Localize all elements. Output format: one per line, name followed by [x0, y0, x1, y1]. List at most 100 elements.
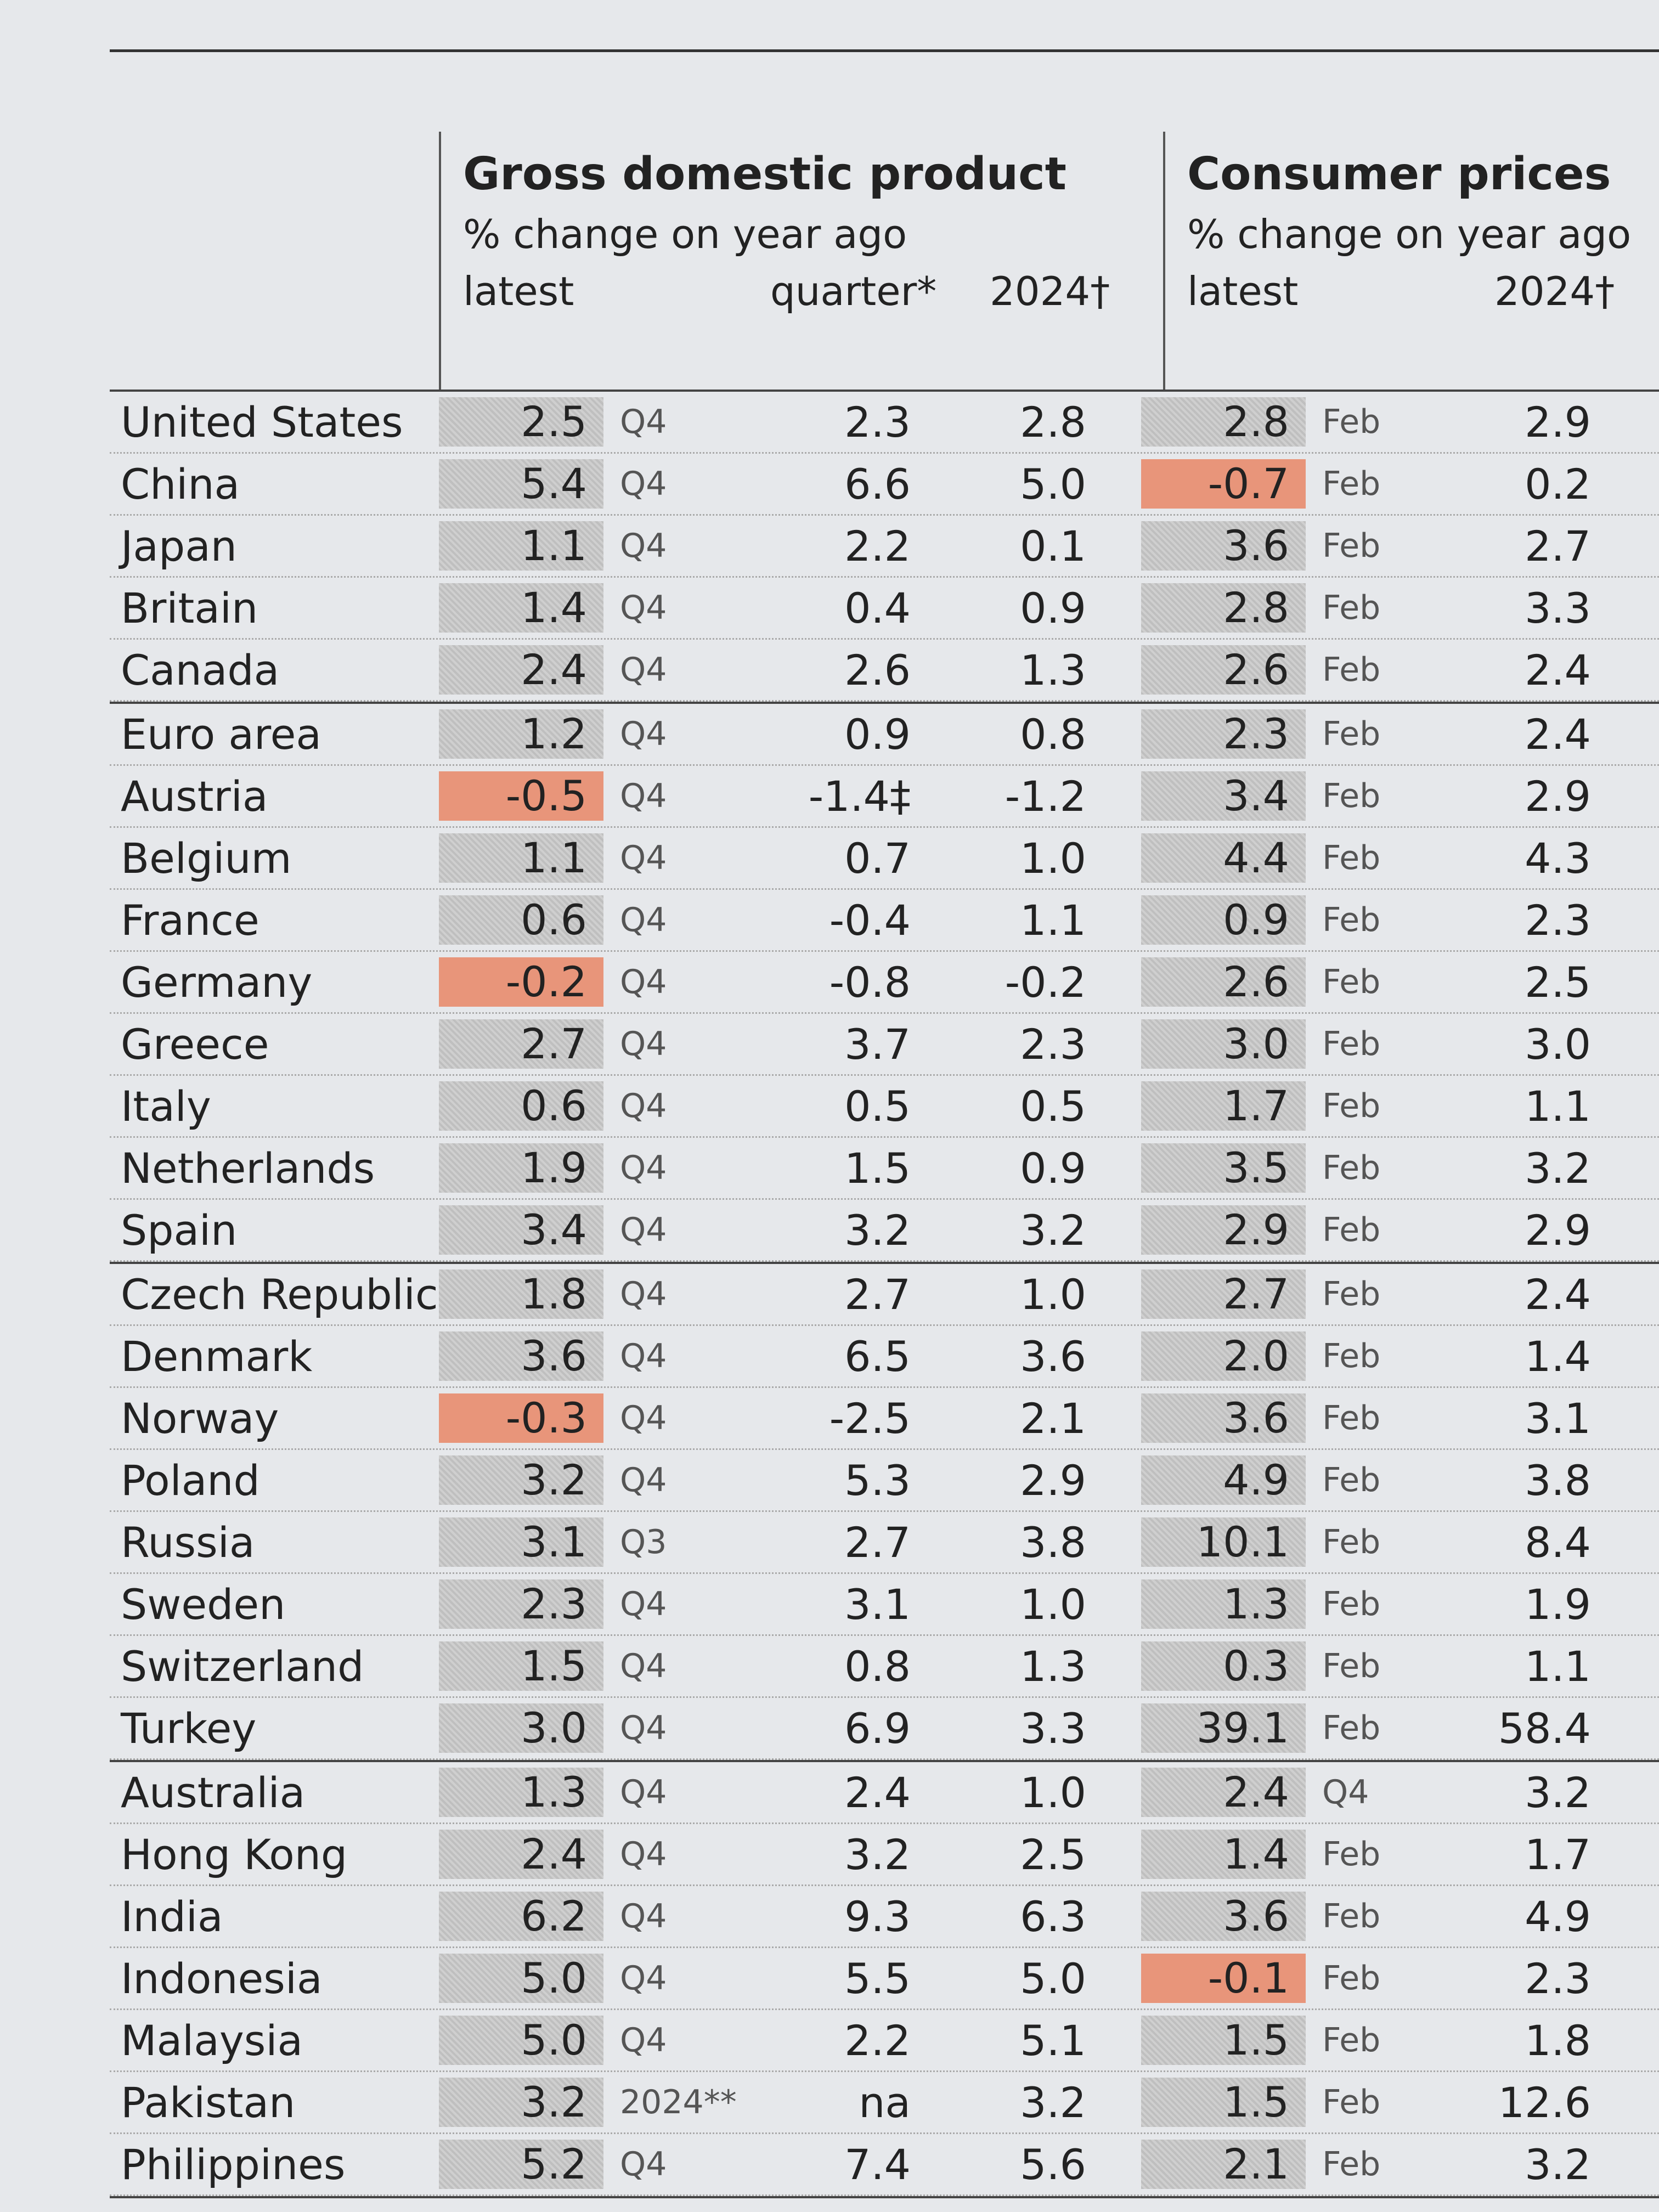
gdp-2024: 3.3 — [1020, 1703, 1086, 1753]
country: Hong Kong — [121, 1830, 348, 1879]
country: Belgium — [121, 833, 292, 883]
cpi-2024: 2.5 — [1525, 957, 1591, 1007]
gdp-quarter: 2.7 — [844, 1269, 911, 1319]
gdp-latest: 0.6 — [439, 895, 603, 945]
country: Austria — [121, 771, 268, 821]
gdp-latest: 5.0 — [439, 2016, 603, 2065]
gdp-period: Q4 — [620, 1211, 667, 1249]
table-row: Denmark 3.6 Q4 6.5 3.6 2.0 Feb 1.4 — [110, 1326, 1659, 1388]
cpi-2024: 0.2 — [1525, 459, 1591, 509]
cpi-latest: 10.1 — [1141, 1517, 1306, 1567]
cpi-period: Feb — [1322, 527, 1381, 565]
country: Euro area — [121, 709, 321, 759]
gdp-period: Q4 — [620, 1149, 667, 1187]
table-row: Euro area 1.2 Q4 0.9 0.8 2.3 Feb 2.4 — [110, 704, 1659, 766]
row-group: United States 2.5 Q4 2.3 2.8 2.8 Feb 2.9 China 5.… — [110, 392, 1659, 704]
gdp-quarter: 5.5 — [844, 1954, 911, 2003]
cpi-latest: 3.5 — [1141, 1143, 1306, 1193]
cpi-latest: 3.6 — [1141, 1393, 1306, 1443]
gdp-period: Q4 — [620, 1275, 667, 1313]
table-row: Belgium 1.1 Q4 0.7 1.0 4.4 Feb 4.3 — [110, 828, 1659, 890]
country: Malaysia — [121, 2016, 303, 2065]
country: Britain — [121, 583, 258, 633]
cpi-period: Feb — [1322, 1275, 1381, 1313]
gdp-period: Q4 — [620, 1959, 667, 1997]
column-label: quarter* — [770, 268, 937, 314]
gdp-2024: -1.2 — [1005, 771, 1086, 821]
table-row: Hong Kong 2.4 Q4 3.2 2.5 1.4 Feb 1.7 — [110, 1824, 1659, 1886]
cpi-subtitle: % change on year ago — [1187, 211, 1632, 257]
country: Norway — [121, 1393, 279, 1443]
cpi-latest: 0.9 — [1141, 895, 1306, 945]
gdp-2024: 1.0 — [1020, 1768, 1086, 1817]
country: Indonesia — [121, 1954, 323, 2003]
table-row: Indonesia 5.0 Q4 5.5 5.0 -0.1 Feb 2.3 — [110, 1948, 1659, 2010]
gdp-latest: 1.9 — [439, 1143, 603, 1193]
gdp-period: Q4 — [620, 1835, 667, 1874]
gdp-latest: 5.0 — [439, 1954, 603, 2003]
cpi-2024: 2.9 — [1525, 1205, 1591, 1255]
cpi-period: Feb — [1322, 2145, 1381, 2183]
cpi-latest: 2.0 — [1141, 1331, 1306, 1381]
gdp-2024: 1.0 — [1020, 1579, 1086, 1629]
cpi-period: Feb — [1322, 1337, 1381, 1375]
country: France — [121, 895, 259, 945]
cpi-2024: 2.7 — [1525, 521, 1591, 571]
cpi-columns: latest 2024† — [1187, 268, 1659, 318]
table-row: Sweden 2.3 Q4 3.1 1.0 1.3 Feb 1.9 — [110, 1574, 1659, 1636]
cpi-2024: 4.9 — [1525, 1892, 1591, 1941]
table-row: Japan 1.1 Q4 2.2 0.1 3.6 Feb 2.7 — [110, 516, 1659, 578]
gdp-2024: 3.8 — [1020, 1517, 1086, 1567]
cpi-2024: 1.7 — [1525, 1830, 1591, 1879]
gdp-latest: 6.2 — [439, 1892, 603, 1941]
cpi-2024: 2.9 — [1525, 771, 1591, 821]
table-row: Philippines 5.2 Q4 7.4 5.6 2.1 Feb 3.2 — [110, 2134, 1659, 2196]
cpi-period: Feb — [1322, 1897, 1381, 1936]
table-row: China 5.4 Q4 6.6 5.0 -0.7 Feb 0.2 — [110, 454, 1659, 516]
gdp-2024: 2.1 — [1020, 1393, 1086, 1443]
top-rule — [110, 49, 1659, 52]
gdp-latest: 2.4 — [439, 645, 603, 695]
cpi-2024: 58.4 — [1498, 1703, 1591, 1753]
gdp-latest: 1.8 — [439, 1269, 603, 1319]
gdp-quarter: na — [859, 2078, 911, 2127]
gdp-period: Q4 — [620, 2021, 667, 2059]
column-label: 2024† — [990, 268, 1110, 314]
cpi-2024: 2.3 — [1525, 895, 1591, 945]
gdp-period: Q4 — [620, 1087, 667, 1125]
cpi-period: Feb — [1322, 839, 1381, 877]
gdp-period: Q3 — [620, 1523, 667, 1561]
country: Turkey — [121, 1703, 257, 1753]
row-group: Euro area 1.2 Q4 0.9 0.8 2.3 Feb 2.4 Austria -0.5… — [110, 704, 1659, 1264]
gdp-latest: 2.7 — [439, 1019, 603, 1069]
table-body: United States 2.5 Q4 2.3 2.8 2.8 Feb 2.9 China 5.… — [110, 390, 1659, 2198]
gdp-latest: 5.2 — [439, 2140, 603, 2189]
table-row: Czech Republic 1.8 Q4 2.7 1.0 2.7 Feb 2.4 — [110, 1264, 1659, 1326]
gdp-2024: 1.1 — [1020, 895, 1086, 945]
country: Spain — [121, 1205, 238, 1255]
gdp-quarter: 6.5 — [844, 1331, 911, 1381]
cpi-period: Feb — [1322, 1087, 1381, 1125]
gdp-2024: 3.2 — [1020, 2078, 1086, 2127]
cpi-latest: 2.6 — [1141, 645, 1306, 695]
gdp-latest: -0.3 — [439, 1393, 603, 1443]
gdp-period: Q4 — [620, 1585, 667, 1623]
table-row: Spain 3.4 Q4 3.2 3.2 2.9 Feb 2.9 — [110, 1200, 1659, 1262]
gdp-2024: 1.3 — [1020, 1641, 1086, 1691]
gdp-latest: 1.3 — [439, 1768, 603, 1817]
gdp-2024: 2.9 — [1020, 1455, 1086, 1505]
cpi-period: Feb — [1322, 901, 1381, 939]
cpi-latest: -0.7 — [1141, 459, 1306, 509]
gdp-period: Q4 — [620, 2145, 667, 2183]
cpi-period: Feb — [1322, 963, 1381, 1001]
cpi-latest: -0.1 — [1141, 1954, 1306, 2003]
cpi-2024: 8.4 — [1525, 1517, 1591, 1567]
cpi-period: Q4 — [1322, 1773, 1369, 1812]
gdp-latest: 1.2 — [439, 709, 603, 759]
cpi-latest: 1.7 — [1141, 1081, 1306, 1131]
gdp-2024: 3.2 — [1020, 1205, 1086, 1255]
gdp-period: Q4 — [620, 465, 667, 503]
country: Denmark — [121, 1331, 313, 1381]
table-row: Poland 3.2 Q4 5.3 2.9 4.9 Feb 3.8 — [110, 1450, 1659, 1512]
gdp-period: Q4 — [620, 715, 667, 753]
